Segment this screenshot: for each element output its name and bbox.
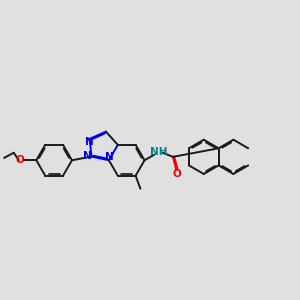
- Text: N: N: [83, 151, 92, 161]
- Text: N: N: [104, 152, 113, 162]
- Text: N: N: [85, 137, 94, 147]
- Text: NH: NH: [150, 147, 167, 157]
- Text: O: O: [15, 155, 24, 165]
- Text: O: O: [172, 169, 181, 179]
